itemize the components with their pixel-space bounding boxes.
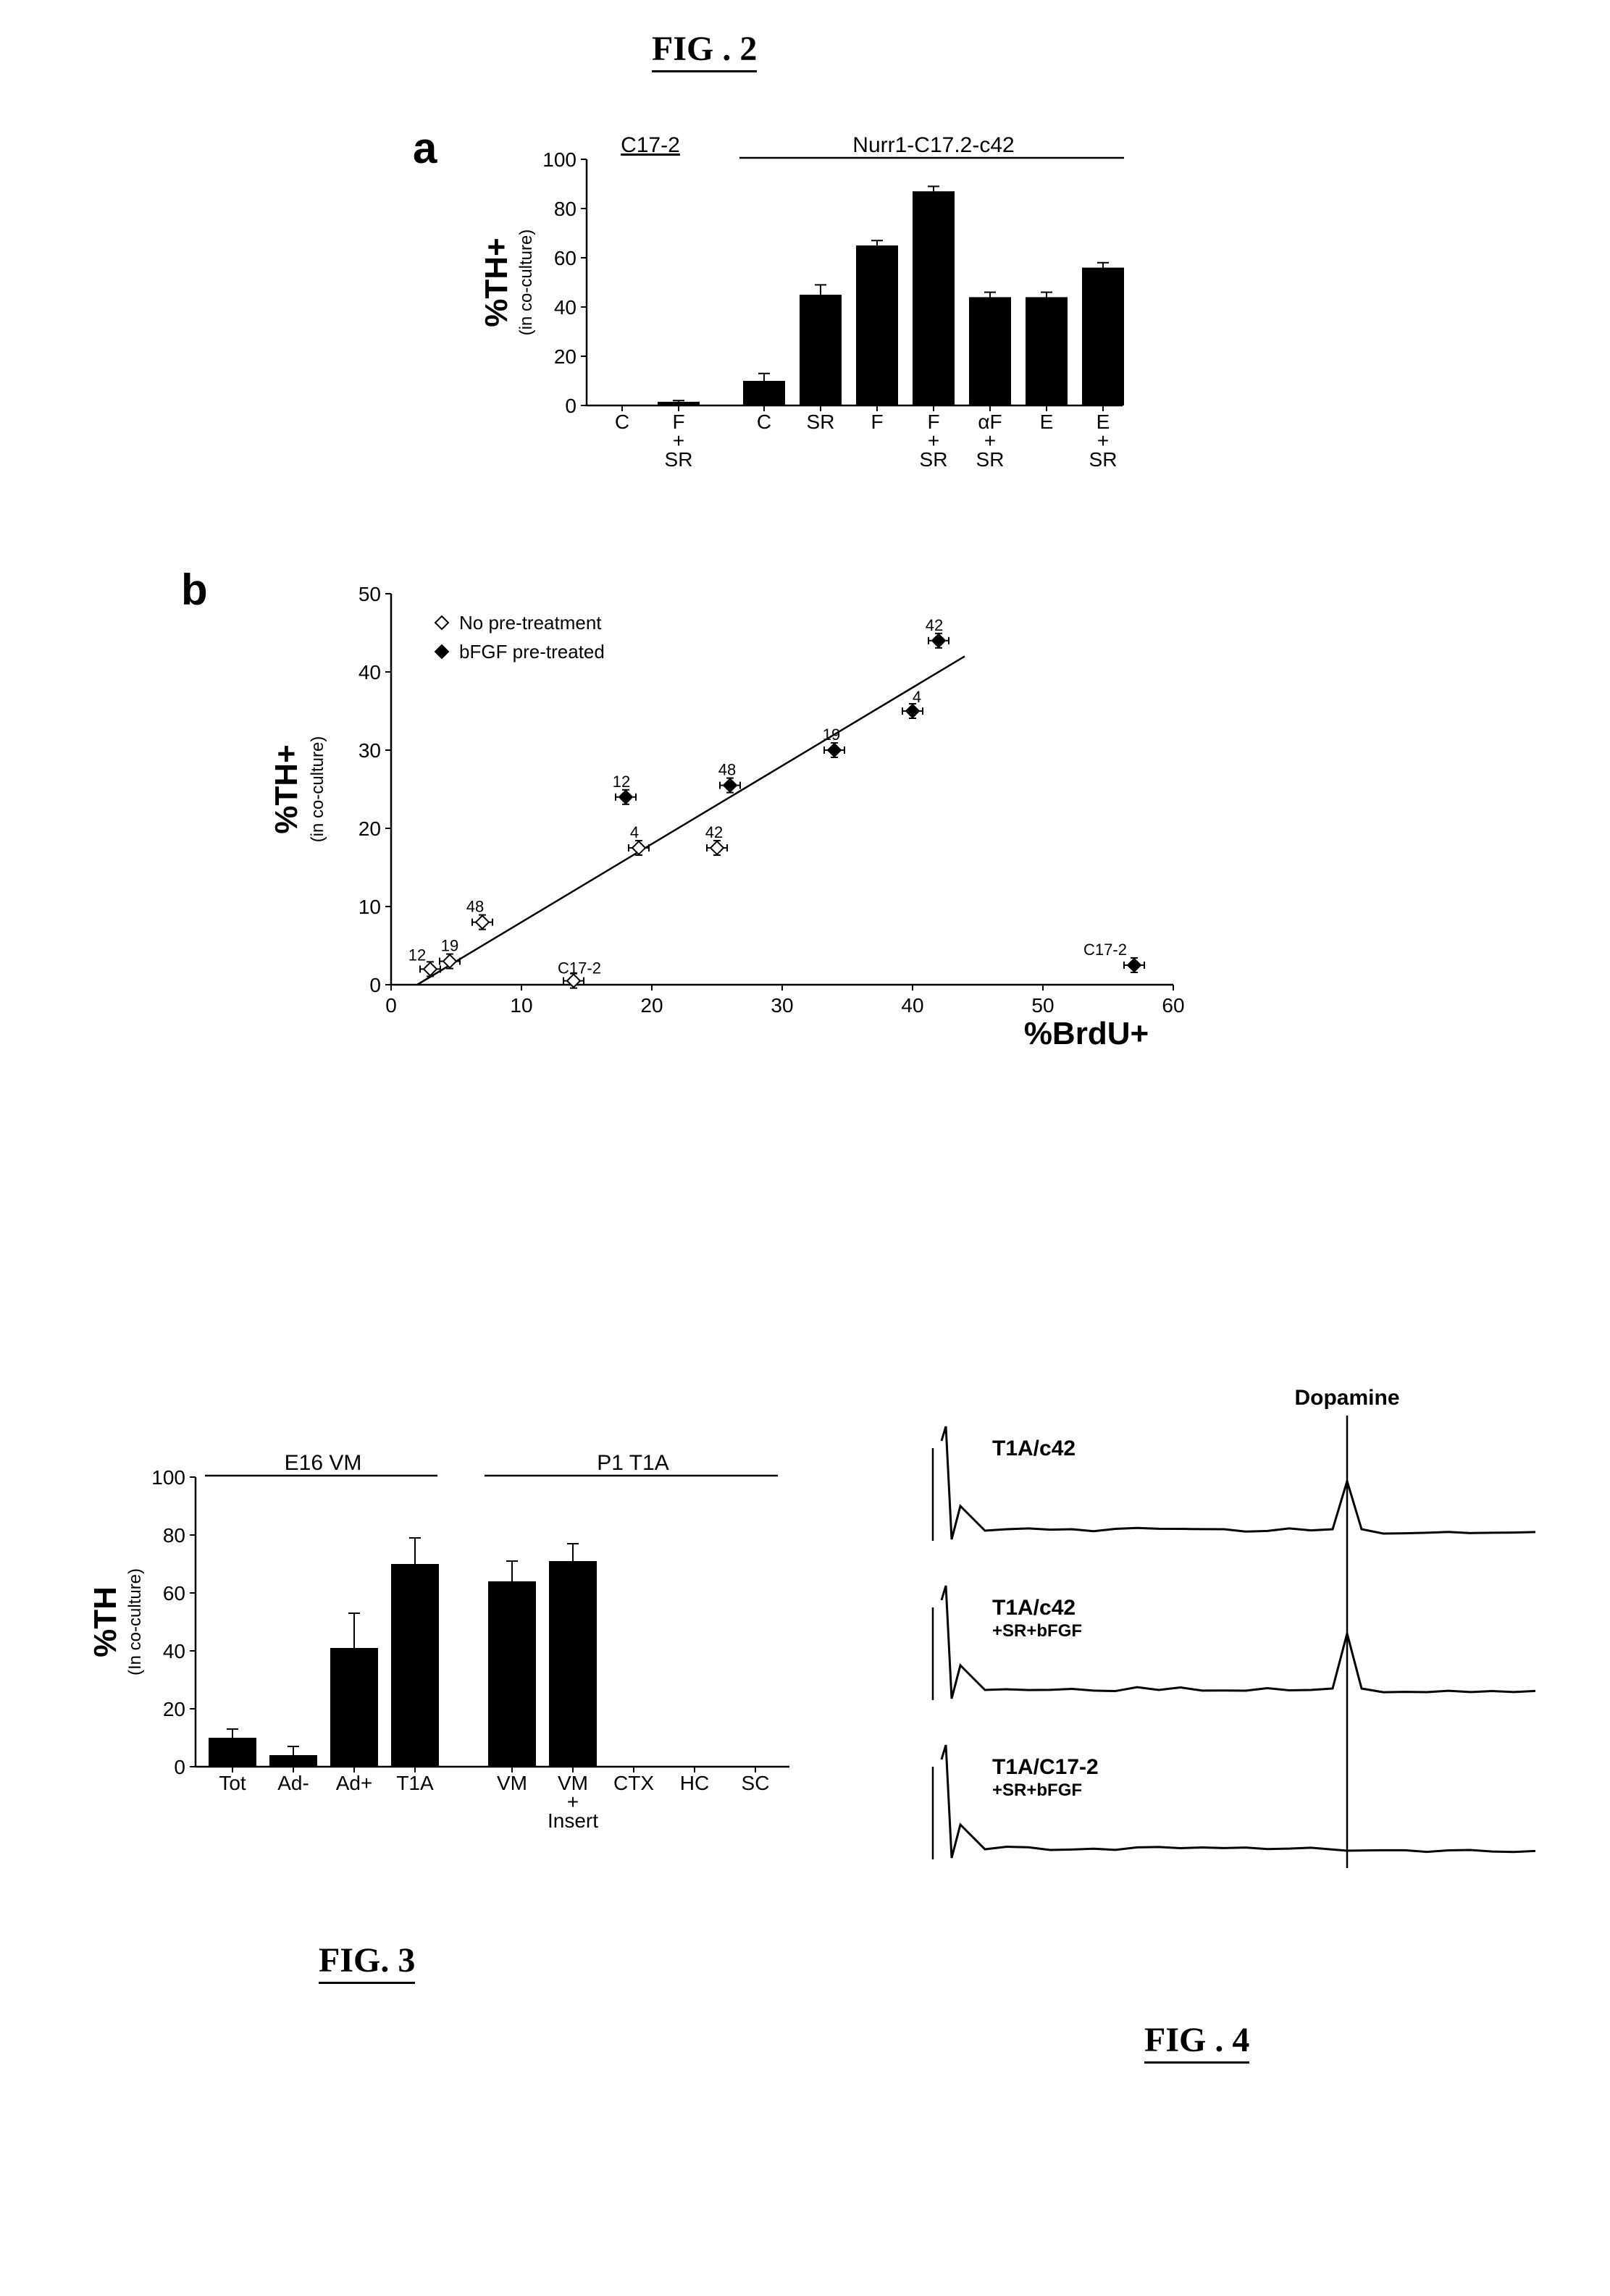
svg-text:P1 T1A: P1 T1A — [597, 1451, 669, 1475]
svg-text:10: 10 — [510, 994, 532, 1017]
svg-text:60: 60 — [163, 1582, 185, 1605]
svg-text:30: 30 — [771, 994, 793, 1017]
svg-text:48: 48 — [466, 898, 484, 916]
svg-text:C17-2: C17-2 — [621, 133, 680, 157]
svg-text:Dopamine: Dopamine — [1294, 1386, 1399, 1410]
svg-text:C17-2: C17-2 — [1083, 941, 1127, 959]
panel-a-chart: 020406080100%TH+(in co-culture)CF+SRCSRF… — [471, 123, 1195, 529]
svg-text:%BrdU+: %BrdU+ — [1024, 1016, 1149, 1051]
svg-text:12: 12 — [408, 946, 426, 964]
svg-text:(In co-culture): (In co-culture) — [125, 1568, 145, 1675]
svg-text:60: 60 — [1162, 994, 1184, 1017]
fig4-title: FIG . 4 — [1144, 2020, 1249, 2064]
fig4-chart: DopamineT1A/c42T1A/c42+SR+bFGFT1A/C17-2+… — [913, 1383, 1550, 1948]
fig3-chart: 0 20 40 60 80 100 %TH(In co-culture) Tot Ad- Ad+ T… — [87, 1419, 826, 1883]
svg-text:20: 20 — [554, 345, 577, 368]
svg-text:12: 12 — [613, 773, 630, 791]
svg-text:20: 20 — [640, 994, 663, 1017]
svg-text:4: 4 — [630, 823, 639, 841]
svg-text:(in co-culture): (in co-culture) — [308, 736, 327, 843]
svg-text:30: 30 — [359, 739, 381, 762]
svg-text:60: 60 — [554, 247, 577, 269]
svg-text:%TH+: %TH+ — [269, 744, 304, 833]
svg-text:80: 80 — [554, 198, 577, 220]
svg-text:40: 40 — [359, 661, 381, 684]
svg-text:0: 0 — [369, 974, 381, 996]
svg-text:bFGF pre-treated: bFGF pre-treated — [459, 641, 605, 663]
svg-text:SC: SC — [742, 1772, 770, 1794]
svg-text:T1A: T1A — [396, 1772, 434, 1794]
svg-text:C: C — [757, 411, 771, 433]
svg-text:42: 42 — [926, 616, 943, 634]
svg-text:SR: SR — [1089, 448, 1118, 471]
fig3-title: FIG. 3 — [319, 1940, 415, 1984]
svg-text:100: 100 — [151, 1466, 185, 1489]
svg-text:100: 100 — [542, 148, 577, 171]
svg-text:40: 40 — [901, 994, 923, 1017]
panel-b-label: b — [181, 565, 208, 615]
svg-text:4: 4 — [913, 688, 921, 706]
svg-text:20: 20 — [163, 1698, 185, 1720]
svg-text:0: 0 — [565, 395, 577, 417]
svg-text:HC: HC — [680, 1772, 709, 1794]
svg-text:E: E — [1040, 411, 1054, 433]
svg-text:E16 VM: E16 VM — [285, 1451, 362, 1475]
svg-text:Nurr1-C17.2-c42: Nurr1-C17.2-c42 — [852, 133, 1014, 157]
svg-text:SR: SR — [665, 448, 693, 471]
svg-text:%TH: %TH — [88, 1586, 123, 1657]
svg-text:20: 20 — [359, 817, 381, 840]
svg-text:C17-2: C17-2 — [558, 959, 601, 977]
svg-text:42: 42 — [705, 823, 723, 841]
svg-text:Insert: Insert — [548, 1809, 598, 1832]
panel-a-label: a — [413, 123, 437, 173]
svg-text:50: 50 — [359, 583, 381, 605]
svg-text:+SR+bFGF: +SR+bFGF — [992, 1621, 1082, 1641]
svg-text:No pre-treatment: No pre-treatment — [459, 612, 602, 634]
svg-text:0: 0 — [174, 1756, 185, 1778]
panel-b-chart: 0 10 20 30 40 50 0 10 20 30 40 50 60 %TH+(in co-cultu… — [246, 543, 1260, 1064]
svg-text:T1A/C17-2: T1A/C17-2 — [992, 1755, 1099, 1779]
svg-text:VM: VM — [497, 1772, 527, 1794]
svg-text:F: F — [871, 411, 883, 433]
svg-text:19: 19 — [823, 726, 840, 744]
svg-text:Ad+: Ad+ — [336, 1772, 373, 1794]
svg-text:%TH+: %TH+ — [479, 237, 514, 327]
svg-text:SR: SR — [976, 448, 1005, 471]
svg-text:T1A/c42: T1A/c42 — [992, 1596, 1076, 1620]
svg-text:10: 10 — [359, 896, 381, 918]
svg-text:Ad-: Ad- — [277, 1772, 309, 1794]
svg-text:CTX: CTX — [613, 1772, 654, 1794]
svg-text:48: 48 — [718, 761, 736, 779]
svg-text:0: 0 — [385, 994, 397, 1017]
svg-text:40: 40 — [554, 296, 577, 319]
svg-text:40: 40 — [163, 1640, 185, 1662]
svg-text:80: 80 — [163, 1524, 185, 1547]
svg-text:19: 19 — [441, 937, 458, 955]
svg-text:50: 50 — [1031, 994, 1054, 1017]
fig2-title: FIG . 2 — [652, 29, 757, 72]
svg-text:Tot: Tot — [219, 1772, 246, 1794]
svg-text:T1A/c42: T1A/c42 — [992, 1437, 1076, 1460]
svg-text:C: C — [615, 411, 629, 433]
svg-text:SR: SR — [920, 448, 948, 471]
svg-text:SR: SR — [807, 411, 835, 433]
svg-text:(in co-culture): (in co-culture) — [516, 230, 536, 336]
svg-text:+SR+bFGF: +SR+bFGF — [992, 1780, 1082, 1800]
